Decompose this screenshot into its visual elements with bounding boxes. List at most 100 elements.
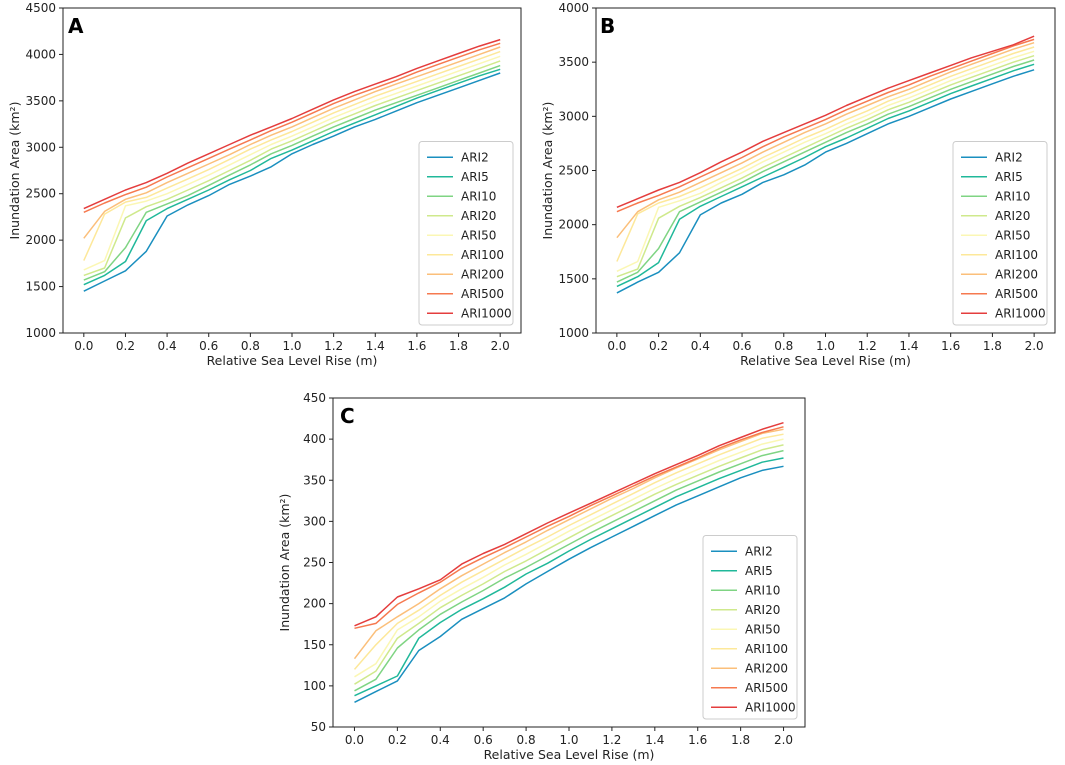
y-tick-label: 450 [303, 391, 326, 405]
x-axis-label: Relative Sea Level Rise (m) [484, 747, 655, 762]
x-tick-label: 1.6 [407, 339, 426, 353]
series-line-ari1000 [616, 35, 1035, 208]
x-tick-label: 1.8 [449, 339, 468, 353]
y-tick-label: 200 [303, 597, 326, 611]
x-tick-label: 1.6 [688, 733, 707, 747]
y-tick-label: 4000 [558, 1, 589, 15]
y-tick-label: 250 [303, 556, 326, 570]
y-tick-label: 50 [311, 720, 326, 734]
legend-entry: ARI5 [745, 564, 773, 578]
series-line-ari500 [354, 426, 784, 630]
legend-entry: ARI1000 [995, 306, 1046, 320]
legend-entry: ARI500 [461, 287, 504, 301]
x-tick-label: 0.8 [774, 339, 793, 353]
y-tick-label: 2500 [25, 187, 56, 201]
legend-entry: ARI20 [461, 209, 496, 223]
series-line-ari50 [616, 50, 1035, 272]
x-axis-label: Relative Sea Level Rise (m) [740, 353, 911, 368]
x-tick-label: 1.8 [731, 733, 750, 747]
y-tick-label: 100 [303, 679, 326, 693]
legend-entry: ARI5 [995, 170, 1023, 184]
series-line-ari10 [354, 449, 784, 692]
panel-c: 0.0 0.2 0.4 0.6 0.8 1.0 1.2 1.4 1.6 1.8 2.0 50 100 15… [277, 391, 806, 762]
y-tick-label: 2500 [558, 164, 589, 178]
legend-entry: ARI1000 [461, 306, 512, 320]
y-tick-label: 400 [303, 432, 326, 446]
legend-entry: ARI100 [995, 248, 1038, 262]
legend-entry: ARI500 [745, 681, 788, 695]
y-tick-label: 3000 [25, 140, 56, 154]
x-tick-label: 0.4 [431, 733, 450, 747]
y-tick-label: 300 [303, 514, 326, 528]
x-tick-label: 1.4 [645, 733, 664, 747]
y-tick-label: 3500 [558, 55, 589, 69]
legend-entry: ARI2 [745, 544, 773, 558]
series-line-ari1000 [83, 38, 501, 210]
series-line-ari2 [616, 69, 1035, 294]
x-tick-label: 1.2 [858, 339, 877, 353]
x-tick-label: 1.8 [983, 339, 1002, 353]
y-tick-label: 150 [303, 638, 326, 652]
y-tick-label: 1000 [558, 326, 589, 340]
y-tick-label: 3000 [558, 109, 589, 123]
legend-entry: ARI2 [995, 150, 1023, 164]
panel-a: 0.0 0.2 0.4 0.6 0.8 1.0 1.2 1.4 1.6 1.8 2.0 1000 150… [7, 1, 522, 368]
x-tick-label: 0.0 [345, 733, 364, 747]
series-line-ari100 [353, 433, 784, 670]
x-tick-label: 0.0 [607, 339, 626, 353]
legend-entry: ARI2 [461, 150, 489, 164]
series-line-ari500 [83, 42, 501, 213]
x-tick-label: 1.2 [602, 733, 621, 747]
series-line-ari5 [354, 457, 784, 697]
series-line-ari20 [354, 444, 784, 685]
x-tick-label: 1.2 [324, 339, 343, 353]
x-tick-label: 0.6 [474, 733, 493, 747]
x-axis-label: Relative Sea Level Rise (m) [207, 353, 378, 368]
legend: ARI2 ARI5 ARI10 ARI20 ARI50 ARI100 ARI200 ARI50… [702, 535, 798, 720]
legend-entry: ARI10 [995, 189, 1030, 203]
series-line-ari1000 [354, 421, 784, 627]
panel-label: B [600, 14, 615, 38]
series-line-ari500 [616, 38, 1035, 213]
series-line-ari200 [83, 46, 501, 239]
legend-entry: ARI50 [995, 228, 1030, 242]
legend-entry: ARI20 [995, 209, 1030, 223]
series-line-ari20 [616, 54, 1035, 278]
x-tick-label: 2.0 [1025, 339, 1044, 353]
y-tick-label: 350 [303, 473, 326, 487]
legend-entry: ARI10 [461, 189, 496, 203]
series-line-ari2 [83, 72, 501, 292]
series-line-ari100 [616, 46, 1035, 262]
legend-entry: ARI20 [745, 603, 780, 617]
series-line-ari5 [83, 68, 501, 286]
series-line-ari200 [353, 428, 784, 660]
legend-box [418, 141, 514, 326]
legend-entry: ARI100 [745, 642, 788, 656]
x-tick-label: 0.6 [199, 339, 218, 353]
legend-entry: ARI500 [995, 287, 1038, 301]
y-tick-label: 1500 [558, 272, 589, 286]
legend-entry: ARI50 [745, 622, 780, 636]
legend-box [952, 141, 1048, 326]
x-tick-label: 0.4 [691, 339, 710, 353]
y-tick-label: 2000 [558, 218, 589, 232]
panel-label: C [340, 404, 355, 428]
x-tick-label: 1.4 [366, 339, 385, 353]
x-tick-label: 0.8 [241, 339, 260, 353]
y-axis-label: Inundation Area (km²) [277, 494, 292, 632]
panel-b: 0.0 0.2 0.4 0.6 0.8 1.0 1.2 1.4 1.6 1.8 2.0 1000 150… [540, 1, 1056, 368]
legend-entry: ARI100 [461, 248, 504, 262]
y-tick-label: 1500 [25, 280, 56, 294]
y-axis-label: Inundation Area (km²) [540, 102, 555, 240]
legend-entry: ARI200 [995, 267, 1038, 281]
panel-label: A [68, 14, 84, 38]
x-tick-label: 2.0 [774, 733, 793, 747]
series-line-ari2 [354, 465, 784, 703]
x-tick-label: 0.4 [158, 339, 177, 353]
series-line-ari200 [616, 41, 1035, 239]
legend-entry: ARI200 [745, 661, 788, 675]
x-tick-label: 0.8 [517, 733, 536, 747]
x-tick-label: 0.2 [649, 339, 668, 353]
legend-entry: ARI50 [461, 228, 496, 242]
